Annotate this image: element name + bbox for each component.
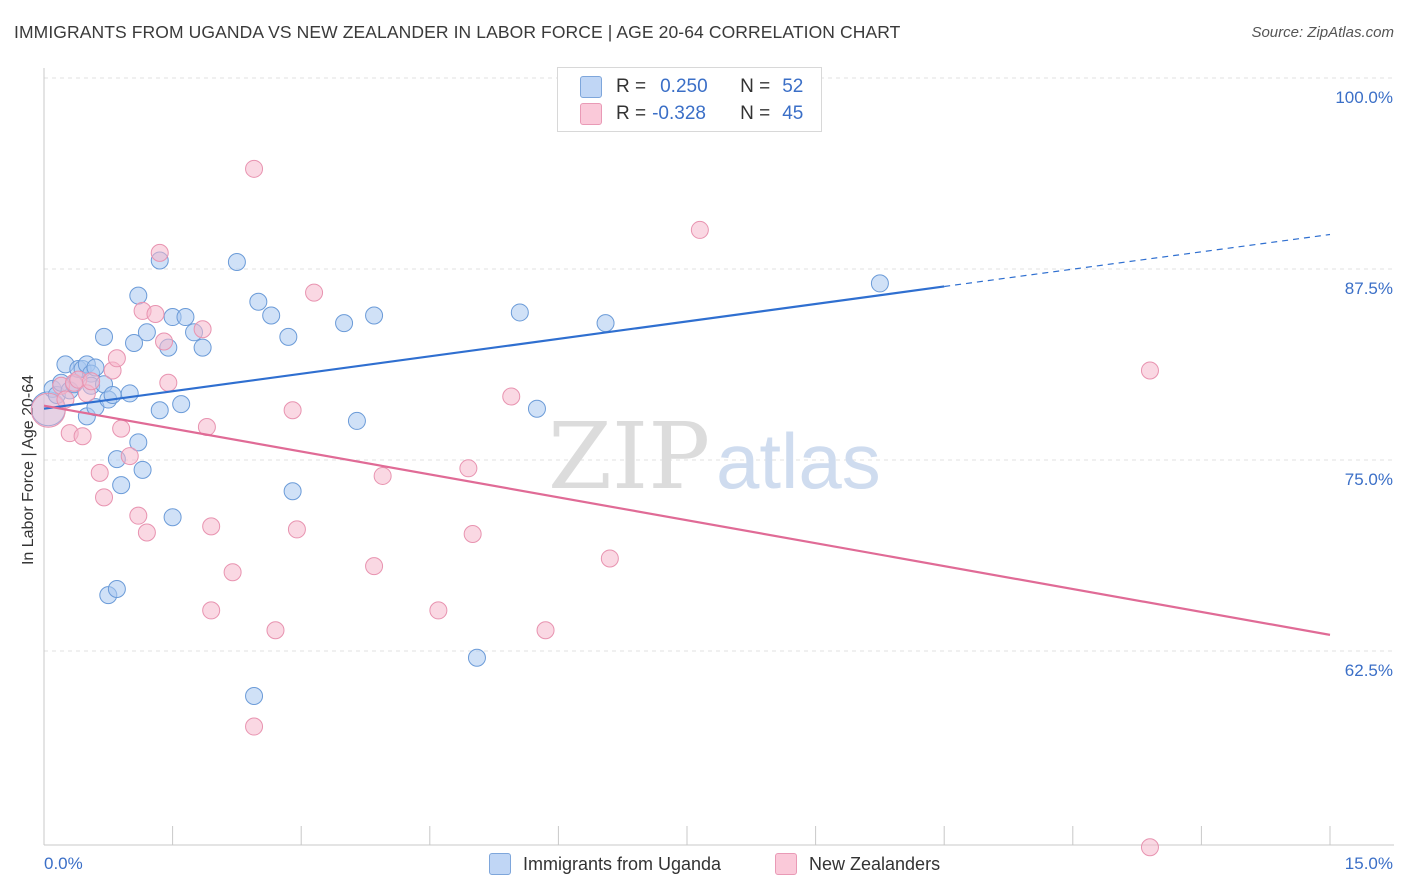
nz-point <box>287 520 306 539</box>
legend-swatch-nz <box>775 853 797 875</box>
n-value: 52 <box>782 76 804 97</box>
n-label: N = <box>740 76 771 97</box>
nz-point <box>90 463 109 482</box>
uganda-point <box>133 460 152 479</box>
r-value: 0.250 <box>660 76 708 97</box>
nz-point <box>536 621 555 640</box>
y-tick-label: 100.0% <box>1335 88 1393 107</box>
watermark-atlas: atlas <box>716 417 881 505</box>
uganda-point <box>227 253 246 272</box>
nz-point <box>159 373 178 392</box>
nz-point <box>459 459 478 478</box>
legend-swatch-nz <box>580 103 602 125</box>
stats-legend: R = 0.250 N = 52 R = -0.328 N = 45 <box>557 67 822 132</box>
x-tick-label: 15.0% <box>1345 854 1393 873</box>
uganda-point <box>249 292 268 311</box>
nz-point <box>193 320 212 339</box>
nz-trend-line <box>43 404 1331 636</box>
uganda-point <box>129 433 148 452</box>
uganda-point <box>137 323 156 342</box>
nz-point <box>223 563 242 582</box>
nz-point <box>502 387 521 406</box>
nz-point <box>1140 838 1159 857</box>
uganda-point <box>245 686 264 705</box>
uganda-point <box>107 580 126 599</box>
legend-item-uganda: Immigrants from Uganda <box>489 852 721 876</box>
nz-point <box>146 304 165 323</box>
legend-label-nz: New Zealanders <box>809 853 941 874</box>
uganda-trend-extension <box>944 233 1331 288</box>
uganda-point <box>193 338 212 357</box>
uganda-point <box>95 327 114 346</box>
nz-point <box>305 283 324 302</box>
nz-point <box>137 523 156 542</box>
nz-point <box>95 488 114 507</box>
nz-point <box>202 517 221 536</box>
nz-point <box>463 525 482 544</box>
nz-point <box>202 601 221 620</box>
uganda-point <box>129 286 148 305</box>
source-label: Source: ZipAtlas.com <box>1251 24 1394 41</box>
legend-item-nz: New Zealanders <box>775 852 940 876</box>
uganda-point <box>335 314 354 333</box>
uganda-point <box>365 306 384 325</box>
watermark: ZIP atlas <box>548 403 881 510</box>
uganda-point <box>172 395 191 414</box>
legend-row-nz: R = -0.328 N = 45 <box>580 102 803 126</box>
nz-point <box>373 466 392 485</box>
uganda-trend-line <box>43 285 945 410</box>
nz-point <box>690 220 709 239</box>
nz-point <box>120 447 139 466</box>
nz-point <box>73 427 92 446</box>
uganda-point <box>150 401 169 420</box>
uganda-point <box>262 306 281 325</box>
y-tick-label: 87.5% <box>1345 279 1393 298</box>
uganda-point <box>870 274 889 293</box>
nz-point <box>429 601 448 620</box>
nz-point <box>56 390 75 409</box>
y-tick-label: 62.5% <box>1345 661 1393 680</box>
watermark-zip: ZIP <box>548 403 710 510</box>
nz-point <box>129 506 148 525</box>
legend-label-uganda: Immigrants from Uganda <box>523 853 722 874</box>
uganda-point <box>283 482 302 501</box>
nz-point <box>600 549 619 568</box>
nz-point <box>365 557 384 576</box>
nz-point <box>1140 361 1159 380</box>
r-value: -0.328 <box>652 103 706 124</box>
nz-point <box>245 159 264 178</box>
uganda-point <box>347 411 366 430</box>
uganda-point <box>510 303 529 322</box>
legend-row-uganda: R = 0.250 N = 52 <box>580 75 803 99</box>
legend-swatch-uganda <box>489 853 511 875</box>
nz-point <box>112 419 131 438</box>
n-label: N = <box>740 103 771 124</box>
uganda-point <box>163 508 182 527</box>
nz-point <box>266 621 285 640</box>
uganda-point <box>467 648 486 667</box>
uganda-point <box>279 327 298 346</box>
n-value: 45 <box>782 103 804 124</box>
uganda-point <box>176 308 195 327</box>
nz-point <box>155 332 174 351</box>
uganda-point <box>120 384 139 403</box>
uganda-point <box>596 314 615 333</box>
x-tick-label: 0.0% <box>44 854 83 873</box>
nz-point <box>245 717 264 736</box>
nz-point <box>150 243 169 262</box>
nz-point <box>82 372 101 391</box>
r-label: R = <box>616 103 647 124</box>
uganda-point <box>125 334 144 353</box>
nz-point <box>283 401 302 420</box>
legend-swatch-uganda <box>580 76 602 98</box>
r-label: R = <box>616 76 647 97</box>
nz-point <box>107 349 126 368</box>
y-tick-label: 75.0% <box>1345 470 1393 489</box>
uganda-point <box>112 476 131 495</box>
chart-title: IMMIGRANTS FROM UGANDA VS NEW ZEALANDER … <box>14 22 901 42</box>
uganda-point <box>527 399 546 418</box>
